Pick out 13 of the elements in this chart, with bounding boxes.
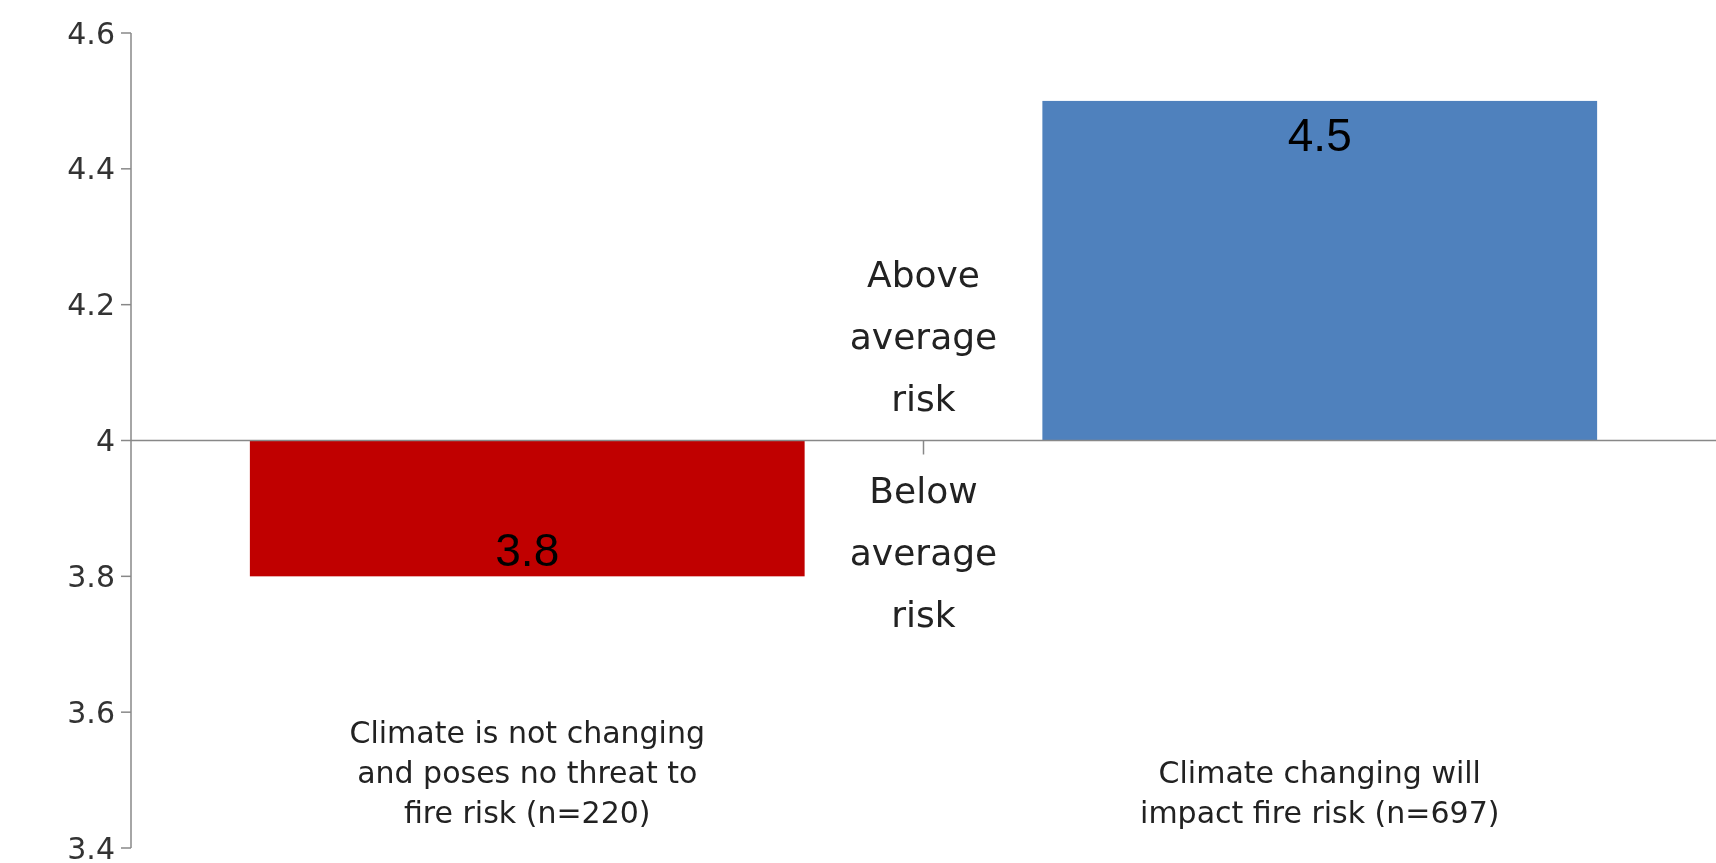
y-tick-label: 4.6 xyxy=(67,15,115,51)
y-tick-label: 3.8 xyxy=(67,558,115,594)
x-tick-label: Climate changing will impact fire risk (n=697) xyxy=(1140,755,1500,830)
annotation: Above average risk xyxy=(849,253,998,419)
annotation: Below average risk xyxy=(849,469,998,635)
y-tick-label: 4 xyxy=(95,423,115,458)
y-tick-label: 3.4 xyxy=(67,830,115,863)
data-label: 4.5 xyxy=(1287,108,1352,161)
data-label: 3.8 xyxy=(495,524,560,577)
x-tick-label: Climate is not changing and poses no threat to fire risk (n=220) xyxy=(349,715,705,830)
y-tick-label: 4.2 xyxy=(67,287,115,323)
y-tick-label: 4.4 xyxy=(67,151,115,187)
y-tick-label: 3.6 xyxy=(67,694,115,730)
